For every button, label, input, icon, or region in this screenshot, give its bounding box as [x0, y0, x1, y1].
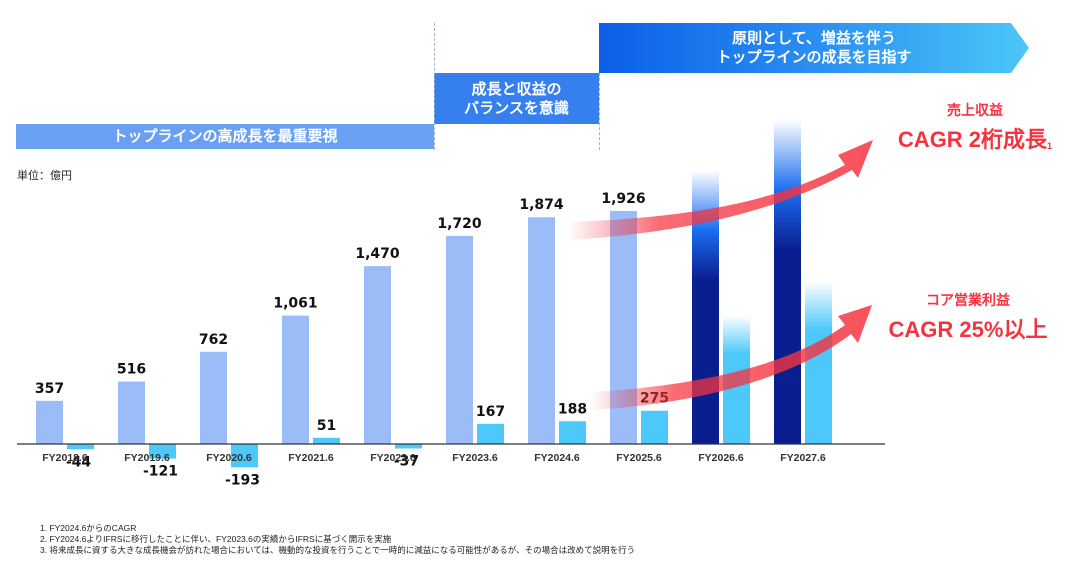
- revenue-data-label: 1,874: [519, 197, 564, 213]
- phase-banner-profitable-growth: 原則として、増益を伴う トップラインの成長を目指す: [599, 23, 1029, 73]
- core-op-bar: [559, 421, 586, 444]
- revenue-data-label: 762: [199, 332, 228, 348]
- revenue-bar: [282, 315, 309, 444]
- unit-label: 単位：億円: [17, 169, 72, 182]
- x-tick-label: FY2023.6: [452, 452, 498, 464]
- revenue-data-label: 1,470: [355, 246, 400, 262]
- x-tick-label: FY2026.6: [698, 452, 744, 464]
- x-tick-label: FY2018.6: [42, 452, 88, 464]
- core-op-growth-arrow: [590, 305, 872, 410]
- core-op-data-label: -121: [143, 464, 178, 480]
- callout-title: コア営業利益: [926, 292, 1010, 308]
- phase-divider: [599, 73, 600, 150]
- callout-headline: CAGR 2桁成長1: [897, 127, 1053, 152]
- revenue-growth-arrow: [568, 140, 873, 240]
- core-op-data-label: 51: [317, 418, 336, 434]
- core-op-bar: [149, 444, 176, 459]
- footnote: 1. FY2024.6からのCAGR: [40, 523, 137, 533]
- core-op-forecast-bar: [805, 281, 832, 444]
- x-tick-label: FY2025.6: [616, 452, 662, 464]
- core-op-data-label: 167: [476, 404, 505, 420]
- phase-banner-label: トップラインの高成長を最重要視: [112, 127, 338, 146]
- footnote: 3. 将来成長に資する大きな成長機会が訪れた場合においては、機動的な投資を行うこ…: [40, 545, 636, 555]
- x-tick-label: FY2024.6: [534, 452, 580, 464]
- revenue-bar: [446, 235, 473, 444]
- core-op-bar: [395, 444, 422, 449]
- x-tick-label: FY2022.6: [370, 452, 416, 464]
- callout-title: 売上収益: [947, 102, 1003, 118]
- phase-banner-topline-growth: トップラインの高成長を最重要視: [16, 124, 434, 149]
- callout-headline: CAGR 25%以上: [888, 317, 1048, 342]
- core-op-bar: [641, 410, 668, 444]
- core-op-cagr-callout: コア営業利益 CAGR 25%以上: [868, 290, 1068, 344]
- footnote: 2. FY2024.6よりIFRSに移行したことに伴い、FY2023.6の実績か…: [40, 534, 392, 544]
- footnotes: 1. FY2024.6からのCAGR 2. FY2024.6よりIFRSに移行し…: [40, 523, 635, 556]
- revenue-cagr-callout: 売上収益 CAGR 2桁成長1: [880, 100, 1070, 154]
- core-op-bar: [67, 444, 94, 450]
- x-tick-label: FY2019.6: [124, 452, 170, 464]
- revenue-data-label: 516: [117, 362, 146, 378]
- revenue-bar: [528, 217, 555, 444]
- revenue-data-label: 1,061: [273, 296, 317, 312]
- phase-arrow-shape: [599, 23, 1029, 73]
- core-op-data-label: 188: [558, 401, 587, 417]
- core-op-data-label: -193: [225, 472, 260, 488]
- phase-banner-label: 成長と収益の バランスを意識: [464, 79, 569, 117]
- revenue-bar: [364, 266, 391, 444]
- phase-banner-balance: 成長と収益の バランスを意識: [434, 73, 599, 124]
- core-op-bar: [231, 444, 258, 468]
- phase-divider: [434, 23, 435, 150]
- revenue-bar: [118, 381, 145, 444]
- revenue-data-label: 357: [35, 381, 64, 397]
- x-tick-label: FY2027.6: [780, 452, 826, 464]
- core-op-data-label: -44: [66, 454, 92, 470]
- x-tick-label: FY2021.6: [288, 452, 334, 464]
- core-op-data-label: -37: [394, 453, 419, 469]
- phase-banner-label: 原則として、増益を伴う トップラインの成長を目指す: [716, 29, 912, 66]
- revenue-data-label: 1,720: [437, 216, 482, 232]
- revenue-data-label: 1,926: [601, 191, 645, 207]
- core-op-bar: [477, 423, 504, 444]
- revenue-bar: [36, 400, 63, 444]
- revenue-bar: [200, 351, 227, 444]
- x-tick-label: FY2020.6: [206, 452, 252, 464]
- revenue-forecast-bar: [774, 119, 801, 444]
- core-op-bar: [313, 437, 340, 444]
- revenue-bar: [610, 210, 637, 444]
